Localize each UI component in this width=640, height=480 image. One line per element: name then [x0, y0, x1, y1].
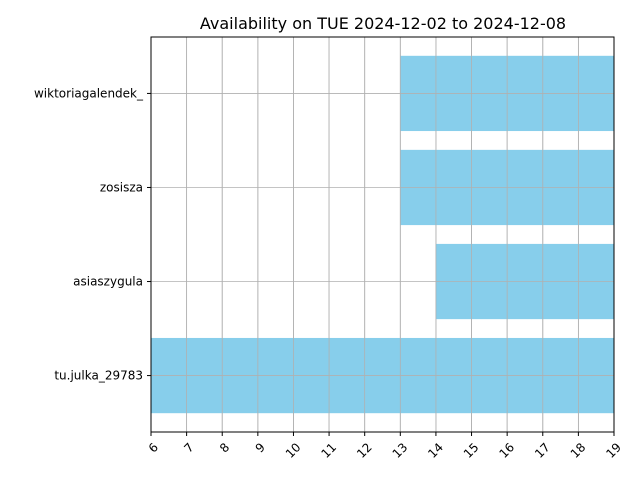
chart-title: Availability on TUE 2024-12-02 to 2024-1…	[200, 14, 566, 33]
x-axis: 6 7 8 9 10 11 12 13 14 15 16 17 18 19	[146, 432, 624, 461]
bars	[151, 55, 614, 414]
y-axis: wiktoriagalendek_zosisza asiaszygula tu.ju…	[34, 86, 151, 383]
x-tick-label: 16	[497, 440, 518, 461]
x-tick-label: 10	[283, 440, 304, 461]
x-tick-label: 12	[354, 440, 375, 461]
y-tick-label: asiaszygula	[73, 275, 143, 289]
y-tick-label: tu.julka_29783	[54, 369, 143, 383]
x-tick-label: 15	[461, 440, 482, 461]
x-tick-label: 17	[532, 440, 553, 461]
y-tick-label: wiktoriagalendek_	[34, 86, 144, 100]
x-tick-label: 18	[568, 440, 589, 461]
x-tick-label: 7	[181, 440, 196, 455]
axes-frame	[150, 36, 615, 433]
x-tick-label: 14	[425, 440, 446, 461]
y-tick-label: zosisza	[100, 180, 143, 194]
x-tick-label: 9	[253, 440, 268, 455]
x-tick-label: 13	[390, 440, 411, 461]
x-tick-label: 6	[146, 440, 161, 455]
x-tick-label: 19	[603, 440, 624, 461]
x-tick-label: 11	[318, 440, 339, 461]
x-tick-label: 8	[217, 440, 232, 455]
